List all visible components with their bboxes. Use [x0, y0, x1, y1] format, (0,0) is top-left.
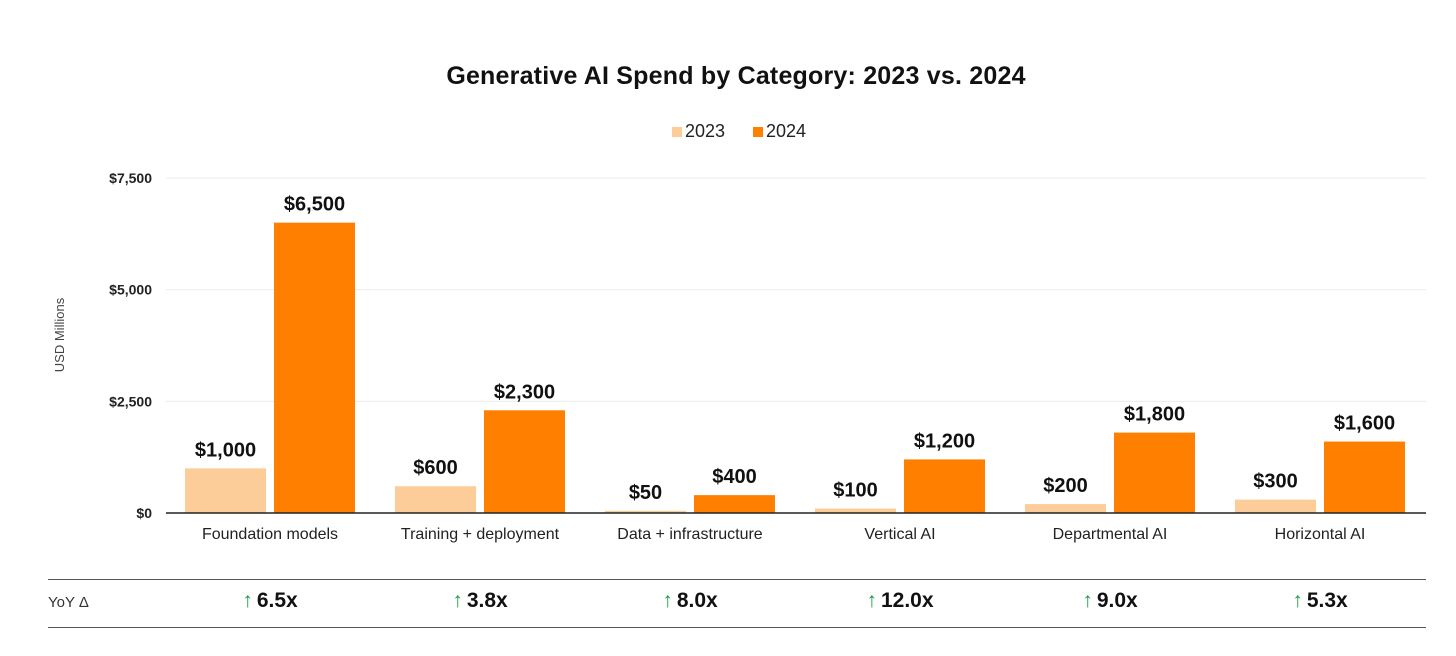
- data-label-2024: $400: [712, 466, 757, 488]
- yoy-multiplier: 3.8x: [466, 589, 508, 612]
- yoy-value: ↑ 5.3x: [1230, 589, 1410, 613]
- yoy-label: YoY Δ: [48, 594, 89, 611]
- yoy-value: ↑ 9.0x: [1020, 589, 1200, 613]
- data-label-2023: $300: [1253, 471, 1298, 493]
- y-tick-label: $5,000: [109, 282, 152, 298]
- up-arrow-icon: ↑: [1082, 589, 1093, 612]
- chart-legend: 2023 2024: [0, 121, 1456, 142]
- data-label-2023: $200: [1043, 475, 1088, 497]
- y-tick-label: $0: [136, 505, 152, 521]
- bar-2024: [694, 495, 775, 513]
- yoy-multiplier: 9.0x: [1096, 589, 1138, 612]
- data-label-2024: $1,800: [1124, 404, 1185, 426]
- bar-2024: [1114, 432, 1195, 513]
- legend-label-2023: 2023: [684, 121, 725, 141]
- bar-2024: [274, 222, 355, 513]
- yoy-bottom-rule: [48, 627, 1426, 628]
- up-arrow-icon: ↑: [662, 589, 673, 612]
- bar-2023: [1235, 499, 1316, 513]
- legend-swatch-2024: [753, 126, 763, 137]
- chart-title: Generative AI Spend by Category: 2023 vs…: [446, 62, 1026, 90]
- data-label-2023: $50: [629, 482, 662, 504]
- data-label-2023: $1,000: [195, 439, 256, 461]
- data-label-2023: $600: [413, 457, 458, 479]
- x-tick-label: Departmental AI: [1053, 526, 1168, 543]
- yoy-value: ↑ 6.5x: [180, 589, 360, 613]
- bar-2023: [815, 508, 896, 513]
- x-tick-label: Foundation models: [202, 526, 338, 543]
- yoy-value: ↑ 8.0x: [600, 589, 780, 613]
- bar-2023: [185, 468, 266, 513]
- legend-item-2024: 2024: [753, 121, 806, 142]
- data-label-2024: $1,600: [1334, 413, 1395, 435]
- yoy-multiplier: 5.3x: [1306, 589, 1348, 612]
- yoy-value: ↑ 3.8x: [390, 589, 570, 613]
- bar-2024: [1324, 441, 1405, 513]
- legend-label-2024: 2024: [766, 121, 807, 141]
- data-label-2024: $1,200: [914, 430, 975, 452]
- up-arrow-icon: ↑: [452, 589, 463, 612]
- up-arrow-icon: ↑: [242, 589, 253, 612]
- x-tick-label: Horizontal AI: [1275, 526, 1366, 543]
- legend-swatch-2023: [671, 126, 682, 137]
- y-tick-label: $7,500: [109, 170, 152, 186]
- bar-2023: [395, 486, 476, 513]
- bar-2023: [1025, 504, 1106, 513]
- bar-2024: [904, 459, 985, 513]
- data-label-2024: $6,500: [284, 194, 345, 216]
- yoy-top-rule: [48, 579, 1426, 580]
- y-axis-label: USD Millions: [52, 297, 67, 372]
- data-label-2024: $2,300: [494, 381, 555, 403]
- bar-2023: [605, 510, 686, 513]
- x-tick-label: Training + deployment: [401, 526, 560, 543]
- yoy-multiplier: 8.0x: [676, 589, 718, 612]
- x-tick-label: Data + infrastructure: [617, 526, 763, 543]
- up-arrow-icon: ↑: [866, 589, 877, 612]
- x-tick-label: Vertical AI: [864, 526, 935, 543]
- yoy-multiplier: 12.0x: [880, 589, 934, 612]
- bar-2024: [484, 410, 565, 513]
- yoy-multiplier: 6.5x: [256, 589, 298, 612]
- legend-item-2023: 2023: [671, 121, 725, 142]
- up-arrow-icon: ↑: [1292, 589, 1303, 612]
- yoy-value: ↑ 12.0x: [810, 589, 990, 613]
- data-label-2023: $100: [833, 480, 878, 502]
- y-tick-label: $2,500: [109, 393, 152, 409]
